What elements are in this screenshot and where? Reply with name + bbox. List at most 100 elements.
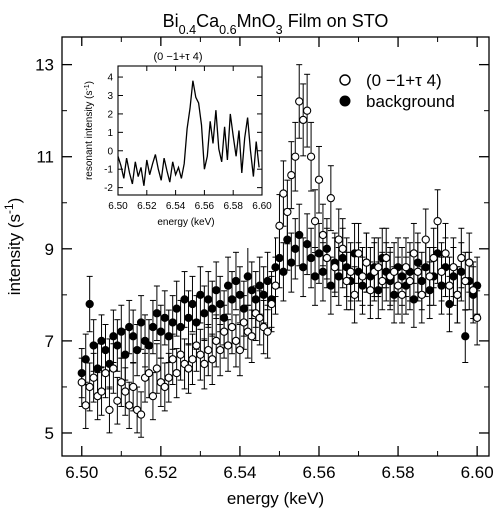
reflection-point bbox=[192, 341, 201, 350]
background-point bbox=[271, 263, 280, 272]
inset-x-tick-label: 6.50 bbox=[108, 201, 128, 212]
background-point bbox=[212, 286, 221, 295]
background-point bbox=[318, 267, 328, 276]
x-axis-label: energy (keV) bbox=[227, 489, 324, 508]
reflection-point bbox=[212, 336, 221, 346]
reflection-point bbox=[350, 290, 359, 299]
background-point bbox=[437, 281, 446, 290]
background-point bbox=[148, 322, 158, 332]
reflection-point bbox=[453, 290, 462, 299]
reflection-point bbox=[85, 382, 94, 392]
reflection-point bbox=[283, 207, 292, 217]
inset-y-tick-label: 4 bbox=[107, 73, 113, 84]
reflection-point bbox=[125, 401, 134, 410]
background-point bbox=[184, 313, 193, 323]
background-point bbox=[196, 290, 205, 299]
legend-label-reflection: (0 −1+τ 4) bbox=[366, 71, 442, 90]
background-point bbox=[200, 309, 209, 318]
background-point bbox=[144, 341, 154, 350]
background-point bbox=[117, 327, 126, 336]
reflection-point bbox=[97, 387, 106, 396]
background-point bbox=[322, 244, 332, 253]
background-point bbox=[425, 286, 434, 295]
reflection-point bbox=[382, 253, 391, 263]
inset-x-tick-label: 6.52 bbox=[137, 201, 157, 212]
reflection-point bbox=[461, 276, 470, 286]
background-point bbox=[168, 318, 177, 327]
plot-frame bbox=[61, 36, 490, 457]
reflection-point bbox=[409, 249, 419, 258]
background-point bbox=[129, 332, 138, 341]
background-point bbox=[243, 272, 252, 281]
reflection-point bbox=[77, 378, 86, 387]
reflection-point bbox=[310, 217, 320, 226]
reflection-point bbox=[227, 322, 237, 332]
reflection-point bbox=[472, 313, 482, 323]
background-point bbox=[409, 295, 419, 304]
background-point bbox=[310, 272, 320, 281]
reflection-point bbox=[117, 378, 126, 387]
reflection-point bbox=[271, 281, 280, 290]
background-point bbox=[389, 290, 399, 299]
reflection-point bbox=[291, 152, 300, 161]
background-point bbox=[160, 313, 169, 323]
reflection-point bbox=[255, 313, 264, 323]
inset-y-tick-label: 1 bbox=[107, 128, 113, 139]
reflection-point bbox=[322, 253, 332, 263]
inset-x-tick-label: 6.54 bbox=[166, 201, 186, 212]
reflection-point bbox=[196, 350, 205, 359]
reflection-point bbox=[263, 327, 272, 336]
reflection-point bbox=[302, 106, 312, 115]
reflection-point bbox=[279, 189, 288, 198]
inset-x-tick-label: 6.56 bbox=[195, 201, 215, 212]
background-point bbox=[219, 313, 229, 323]
x-tick-label: 6.50 bbox=[65, 463, 98, 482]
background-point bbox=[208, 304, 217, 313]
y-tick-label: 11 bbox=[36, 148, 54, 167]
background-point bbox=[445, 299, 454, 309]
reflection-point bbox=[389, 267, 399, 276]
background-point bbox=[417, 276, 426, 286]
background-point bbox=[306, 253, 316, 263]
reflection-point bbox=[401, 263, 411, 272]
background-point bbox=[334, 272, 343, 281]
background-point bbox=[172, 304, 181, 313]
background-point bbox=[255, 281, 264, 290]
reflection-point bbox=[144, 368, 154, 378]
reflection-point bbox=[204, 345, 213, 355]
background-point bbox=[188, 299, 197, 309]
background-point bbox=[461, 332, 470, 341]
inset-x-axis-label: energy (keV) bbox=[157, 217, 214, 228]
x-ticks: 6.50 6.52 6.54 6.56 6.58 6.60 bbox=[65, 37, 494, 482]
y-axis-label: intensity (s-1) bbox=[2, 198, 24, 296]
reflection-point bbox=[346, 267, 355, 276]
background-point bbox=[204, 295, 213, 304]
background-point bbox=[192, 318, 201, 327]
reflection-point bbox=[465, 258, 474, 267]
background-point bbox=[263, 276, 272, 286]
reflection-point bbox=[101, 368, 110, 378]
reflection-point bbox=[105, 405, 114, 415]
background-point bbox=[279, 267, 288, 276]
reflection-point bbox=[417, 290, 426, 299]
background-point bbox=[223, 281, 233, 290]
inset-resonant-line bbox=[117, 80, 260, 186]
background-point bbox=[215, 299, 225, 309]
reflection-point bbox=[378, 276, 387, 286]
background-point bbox=[93, 364, 102, 373]
x-tick-label: 6.60 bbox=[461, 463, 494, 482]
reflection-point bbox=[366, 286, 375, 295]
inset-y-tick-label: -1 bbox=[104, 165, 113, 176]
background-point bbox=[338, 253, 347, 263]
inset-chart: -2 -1 0 1 2 3 4 6.50 6.52 6.54 6.56 6.58 6.60 (0 −1+… bbox=[74, 46, 274, 248]
reflection-point bbox=[354, 249, 363, 258]
reflection-point bbox=[109, 364, 118, 373]
reflection-point bbox=[295, 97, 304, 106]
plot-border bbox=[61, 36, 490, 457]
reflection-point bbox=[437, 267, 446, 276]
reflection-point bbox=[334, 235, 343, 244]
y-tick-label: 9 bbox=[45, 240, 54, 259]
reflection-point bbox=[121, 387, 130, 396]
legend: (0 −1+τ 4) background bbox=[339, 71, 455, 111]
